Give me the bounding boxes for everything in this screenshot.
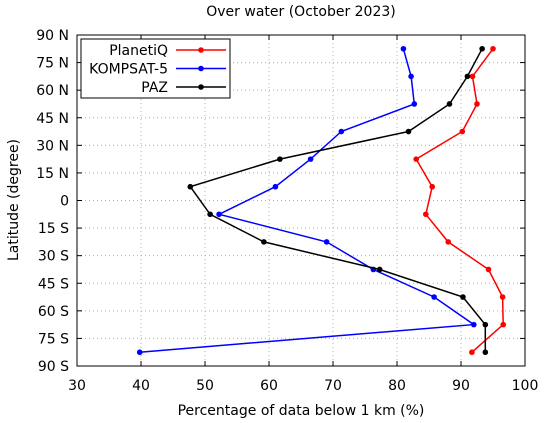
- x-tick-label: 90: [452, 378, 470, 394]
- series-planetiq: [413, 45, 507, 356]
- data-point-paz: [460, 294, 466, 300]
- data-point-kompsat-5: [471, 321, 477, 328]
- data-point-kompsat-5: [323, 239, 330, 245]
- data-point-planetiq: [459, 128, 466, 135]
- y-tick-label: 75 N: [36, 56, 69, 72]
- legend-marker-kompsat-5: [198, 65, 204, 72]
- x-tick-label: 70: [324, 378, 342, 394]
- data-point-paz: [464, 73, 471, 80]
- legend: PlanetiQ KOMPSAT-5 PAZ: [80, 38, 231, 99]
- x-tick-label: 30: [68, 378, 86, 394]
- data-point-paz: [261, 239, 267, 245]
- y-tick-label: 30 N: [36, 138, 69, 154]
- data-point-planetiq: [445, 239, 452, 245]
- data-point-planetiq: [490, 45, 496, 52]
- x-axis-title: Percentage of data below 1 km (%): [178, 403, 425, 419]
- data-point-kompsat-5: [338, 128, 345, 135]
- data-point-planetiq: [423, 211, 429, 218]
- data-point-planetiq: [413, 156, 420, 162]
- legend-label-planetiq: PlanetiQ: [109, 43, 168, 59]
- legend-marker-paz: [198, 84, 204, 90]
- y-tick-label: 75 S: [38, 331, 69, 347]
- y-tick-label: 0: [60, 194, 69, 210]
- data-point-kompsat-5: [136, 349, 143, 356]
- data-point-paz: [482, 321, 489, 328]
- x-tick-label: 40: [132, 378, 150, 394]
- chart-title: Over water (October 2023): [206, 4, 396, 20]
- x-tick-label: 80: [388, 378, 406, 394]
- series-line-kompsat-5: [139, 48, 476, 353]
- y-tick-label: 90 S: [38, 359, 69, 375]
- series-layer: [136, 45, 507, 356]
- legend-label-kompsat-5: KOMPSAT-5: [89, 62, 168, 78]
- data-point-kompsat-5: [431, 294, 437, 300]
- y-tick-label: 15 S: [38, 221, 69, 237]
- series-line-planetiq: [415, 48, 504, 353]
- data-point-paz: [207, 211, 213, 218]
- data-point-kompsat-5: [272, 183, 279, 190]
- data-point-kompsat-5: [216, 211, 222, 218]
- data-point-planetiq: [474, 101, 480, 107]
- data-point-planetiq: [469, 349, 475, 356]
- axis-ticks: 30 40 50 60 70 80 90 100 90 N 75 N 60 N 45 N 30 N 15 …: [36, 28, 538, 394]
- x-tick-label: 60: [260, 378, 278, 394]
- data-point-planetiq: [485, 266, 492, 273]
- data-point-paz: [187, 183, 194, 190]
- series-paz: [187, 45, 489, 356]
- data-point-planetiq: [469, 73, 476, 80]
- data-point-planetiq: [500, 321, 507, 328]
- y-tick-label: 30 S: [38, 249, 69, 265]
- data-point-paz: [376, 266, 383, 273]
- data-point-kompsat-5: [400, 45, 407, 52]
- x-tick-label: 50: [196, 378, 214, 394]
- y-tick-label: 60 S: [38, 304, 69, 320]
- series-kompsat-5: [136, 45, 477, 356]
- data-point-paz: [277, 156, 283, 162]
- data-point-paz: [482, 349, 489, 356]
- data-point-kompsat-5: [411, 101, 418, 107]
- y-tick-label: 45 S: [38, 276, 69, 292]
- y-tick-label: 60 N: [36, 83, 69, 99]
- legend-label-paz: PAZ: [141, 80, 168, 96]
- data-point-planetiq: [499, 294, 506, 300]
- x-tick-label: 100: [512, 378, 539, 394]
- y-axis-title: Latitude (degree): [6, 139, 22, 261]
- y-tick-label: 90 N: [36, 28, 69, 44]
- y-tick-label: 15 N: [36, 166, 69, 182]
- legend-marker-planetiq: [198, 47, 204, 53]
- data-point-kompsat-5: [307, 156, 314, 162]
- data-point-paz: [405, 128, 412, 135]
- series-line-paz: [189, 48, 487, 353]
- y-tick-label: 45 N: [36, 111, 69, 127]
- data-point-planetiq: [429, 183, 436, 190]
- data-point-paz: [446, 101, 453, 107]
- data-point-paz: [479, 45, 485, 52]
- data-point-kompsat-5: [408, 73, 414, 80]
